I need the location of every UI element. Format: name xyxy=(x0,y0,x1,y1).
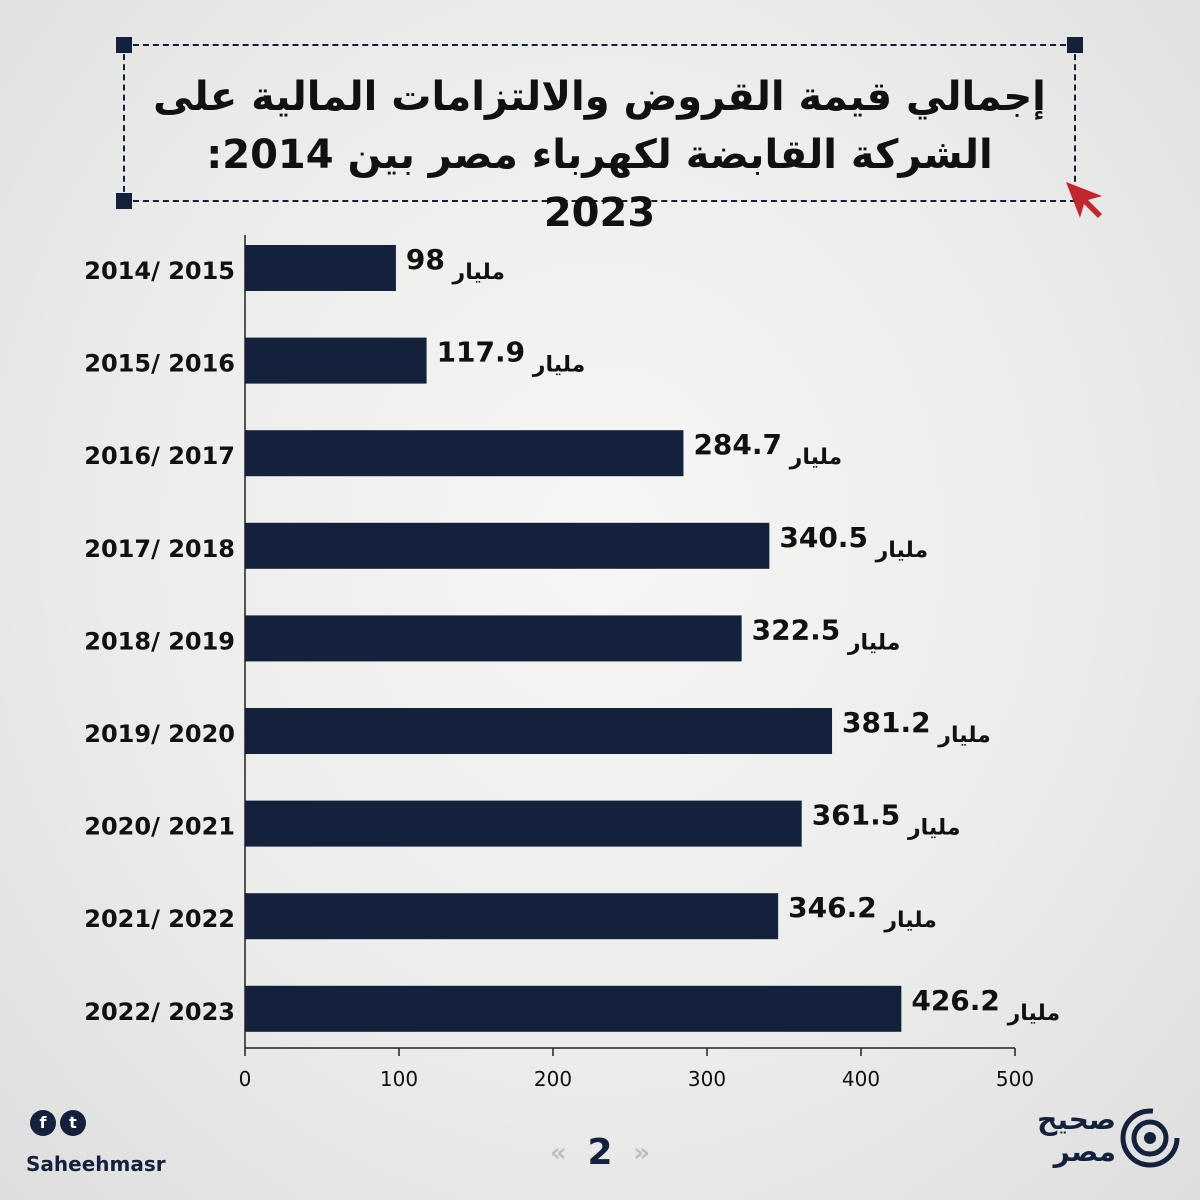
value-text: 117.9 xyxy=(437,336,526,369)
y-tick-label: 2017/ 2018 xyxy=(84,535,235,563)
twitter-icon[interactable]: t xyxy=(60,1110,86,1136)
y-tick-label: 2020/ 2021 xyxy=(84,813,235,841)
y-tick-label: 2016/ 2017 xyxy=(84,442,235,470)
brand-name: صحيح مصر xyxy=(1037,1104,1116,1168)
unit-label: مليار xyxy=(1000,1001,1060,1026)
data-label: مليار 426.2 xyxy=(911,984,1060,1026)
cursor-icon xyxy=(1066,182,1102,218)
x-tick-label: 100 xyxy=(380,1067,418,1091)
unit-label: مليار xyxy=(900,816,960,841)
data-label: مليار 322.5 xyxy=(752,613,901,655)
social-handle: Saheehmasr xyxy=(26,1152,166,1176)
value-text: 426.2 xyxy=(911,984,1000,1017)
brand-line-2: مصر xyxy=(1053,1135,1116,1168)
brand-line-1: صحيح xyxy=(1037,1103,1116,1136)
value-text: 284.7 xyxy=(693,428,782,461)
bar xyxy=(245,522,770,569)
data-label: مليار 340.5 xyxy=(779,521,928,563)
y-tick-label: 2021/ 2022 xyxy=(84,905,235,933)
data-label: مليار 346.2 xyxy=(788,891,937,933)
y-tick-label: 2019/ 2020 xyxy=(84,720,235,748)
y-tick-label: 2015/ 2016 xyxy=(84,350,235,378)
bar xyxy=(245,985,902,1032)
page-number: 2 xyxy=(587,1132,613,1173)
bar xyxy=(245,893,779,940)
value-text: 98 xyxy=(406,243,445,276)
unit-label: مليار xyxy=(782,445,842,470)
value-text: 361.5 xyxy=(812,799,901,832)
x-tick-label: 200 xyxy=(534,1067,572,1091)
frame-corner xyxy=(116,37,132,53)
data-label: مليار 284.7 xyxy=(693,428,842,470)
y-tick-label: 2018/ 2019 xyxy=(84,627,235,655)
data-label: مليار 361.5 xyxy=(812,799,961,841)
bar-chart: 0 100 200 300 400 500 2014/ 2015 مليار 98 2015/ … xyxy=(84,235,1060,1091)
frame-corner xyxy=(1067,37,1083,53)
x-tick-label: 300 xyxy=(688,1067,726,1091)
unit-label: مليار xyxy=(445,260,505,285)
y-tick-label: 2022/ 2023 xyxy=(84,998,235,1026)
unit-label: مليار xyxy=(868,538,928,563)
bar xyxy=(245,800,802,847)
x-tick-label: 0 xyxy=(239,1067,252,1091)
unit-label: مليار xyxy=(840,630,900,655)
eye-logo-icon xyxy=(1120,1108,1180,1168)
facebook-icon[interactable]: f xyxy=(30,1110,56,1136)
data-label: مليار 117.9 xyxy=(437,336,586,378)
value-text: 381.2 xyxy=(842,706,931,739)
bar xyxy=(245,337,427,384)
unit-label: مليار xyxy=(525,353,585,378)
prev-page-icon[interactable]: « xyxy=(550,1138,567,1168)
value-text: 322.5 xyxy=(752,613,841,646)
bar xyxy=(245,615,742,662)
bar xyxy=(245,708,833,754)
value-text: 340.5 xyxy=(779,521,868,554)
next-page-icon[interactable]: » xyxy=(633,1138,650,1168)
pager: « 2 » xyxy=(548,1132,652,1176)
y-tick-label: 2014/ 2015 xyxy=(84,257,235,285)
brand-logo: صحيح مصر xyxy=(1016,1104,1180,1174)
bar xyxy=(245,245,396,291)
unit-label: مليار xyxy=(931,723,991,748)
data-label: مليار 98 xyxy=(406,243,505,285)
title-frame: إجمالي قيمة القروض والالتزامات المالية ع… xyxy=(116,37,1083,236)
bar xyxy=(245,430,684,477)
unit-label: مليار xyxy=(877,908,937,933)
chart-title: إجمالي قيمة القروض والالتزامات المالية ع… xyxy=(153,74,1046,236)
data-label: مليار 381.2 xyxy=(842,706,991,748)
x-tick-label: 500 xyxy=(996,1067,1034,1091)
value-text: 346.2 xyxy=(788,891,877,924)
x-tick-label: 400 xyxy=(842,1067,880,1091)
frame-corner xyxy=(116,193,132,209)
